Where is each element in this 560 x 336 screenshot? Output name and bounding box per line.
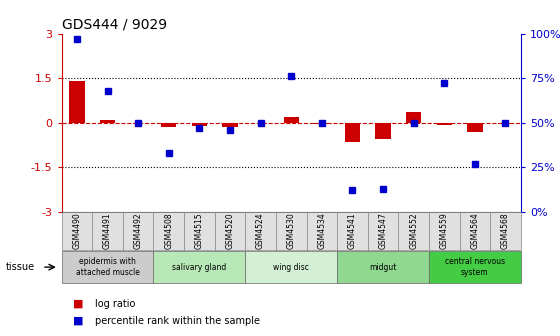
FancyBboxPatch shape (62, 212, 92, 250)
FancyBboxPatch shape (245, 212, 276, 250)
Text: GSM4508: GSM4508 (164, 213, 173, 249)
Text: GSM4490: GSM4490 (72, 213, 81, 249)
Bar (437, 123, 452, 125)
Bar (314, 123, 329, 124)
FancyBboxPatch shape (490, 212, 521, 250)
Bar (498, 123, 513, 124)
Text: GSM4515: GSM4515 (195, 213, 204, 249)
Text: epidermis with
attached muscle: epidermis with attached muscle (76, 257, 139, 277)
Bar (283, 117, 299, 123)
FancyBboxPatch shape (368, 212, 398, 250)
Text: midgut: midgut (370, 263, 396, 271)
Text: central nervous
system: central nervous system (445, 257, 505, 277)
Text: GDS444 / 9029: GDS444 / 9029 (62, 17, 167, 31)
FancyBboxPatch shape (92, 212, 123, 250)
Text: GSM4520: GSM4520 (226, 213, 235, 249)
Bar (192, 123, 207, 126)
FancyBboxPatch shape (214, 212, 245, 250)
Text: GSM4564: GSM4564 (470, 213, 479, 249)
FancyBboxPatch shape (123, 212, 153, 250)
Text: GSM4559: GSM4559 (440, 213, 449, 249)
Text: wing disc: wing disc (273, 263, 309, 271)
FancyBboxPatch shape (398, 212, 429, 250)
Text: percentile rank within the sample: percentile rank within the sample (95, 316, 260, 326)
FancyBboxPatch shape (184, 212, 214, 250)
Text: GSM4534: GSM4534 (318, 213, 326, 249)
FancyBboxPatch shape (337, 212, 368, 250)
Text: GSM4524: GSM4524 (256, 213, 265, 249)
Text: GSM4530: GSM4530 (287, 213, 296, 249)
FancyBboxPatch shape (306, 212, 337, 250)
Text: ■: ■ (73, 299, 83, 309)
Text: GSM4491: GSM4491 (103, 213, 112, 249)
FancyBboxPatch shape (276, 212, 306, 250)
FancyBboxPatch shape (429, 212, 460, 250)
Text: tissue: tissue (6, 262, 35, 272)
Text: log ratio: log ratio (95, 299, 136, 309)
Text: GSM4492: GSM4492 (134, 213, 143, 249)
FancyBboxPatch shape (337, 251, 429, 283)
Bar (345, 123, 360, 142)
Text: GSM4547: GSM4547 (379, 213, 388, 249)
Bar (375, 123, 391, 139)
Bar (222, 123, 237, 127)
Bar (69, 81, 85, 123)
FancyBboxPatch shape (429, 251, 521, 283)
Text: ■: ■ (73, 316, 83, 326)
FancyBboxPatch shape (62, 251, 153, 283)
Text: salivary gland: salivary gland (172, 263, 226, 271)
FancyBboxPatch shape (245, 251, 337, 283)
FancyBboxPatch shape (153, 212, 184, 250)
Bar (100, 120, 115, 123)
FancyBboxPatch shape (153, 251, 245, 283)
Bar (161, 123, 176, 127)
FancyBboxPatch shape (460, 212, 490, 250)
Text: GSM4541: GSM4541 (348, 213, 357, 249)
Bar (406, 112, 421, 123)
Bar (467, 123, 483, 131)
Text: GSM4552: GSM4552 (409, 213, 418, 249)
Text: GSM4568: GSM4568 (501, 213, 510, 249)
